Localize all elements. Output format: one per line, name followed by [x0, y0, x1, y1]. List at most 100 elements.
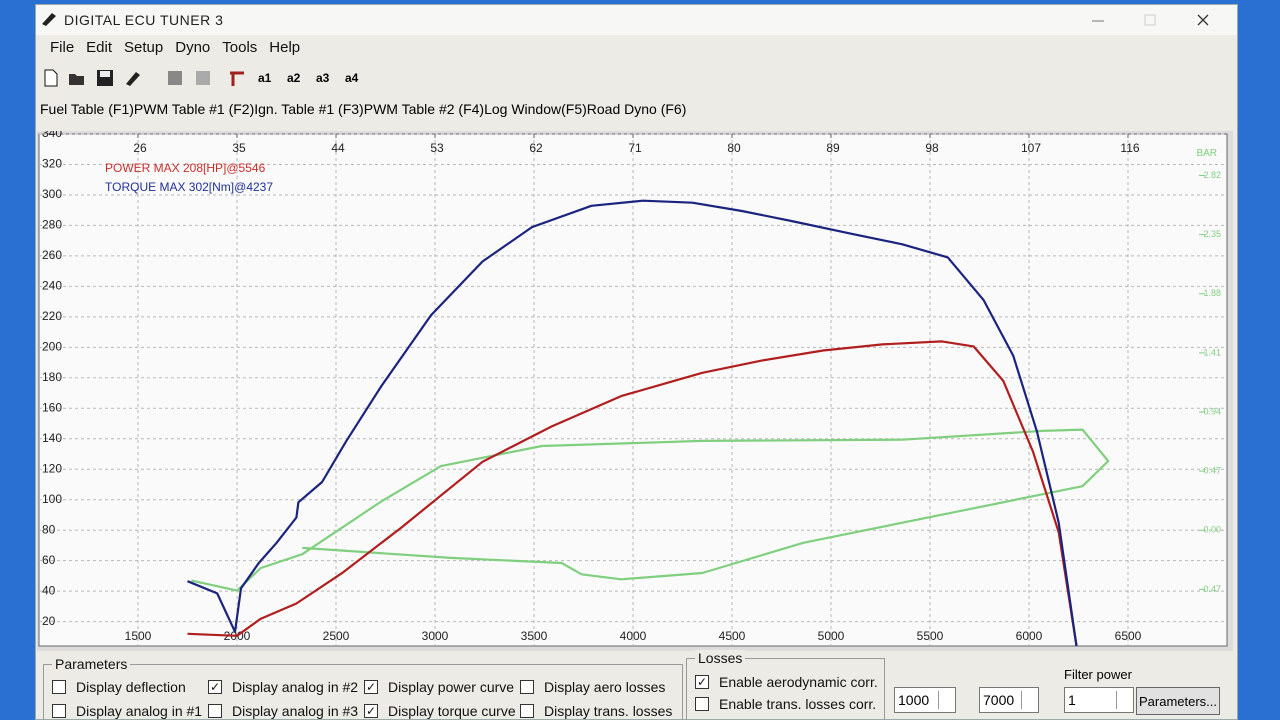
tab[interactable]: Log Window(F5)	[484, 101, 587, 131]
menu-item[interactable]: Edit	[86, 39, 113, 56]
checkbox-option[interactable]: Display deflection	[52, 679, 186, 695]
tab[interactable]: Ign. Table #1 (F3)	[254, 101, 363, 131]
y2-tick-label: 2.82	[1203, 170, 1221, 180]
close-button[interactable]	[1197, 14, 1209, 26]
tab-bar: Fuel Table (F1) PWM Table #1 (F2) Ign. Tab…	[40, 101, 686, 131]
checkbox[interactable]: ✓	[364, 704, 378, 718]
y-tick-label: 280	[42, 218, 62, 232]
y2-tick-label: 0.00	[1203, 525, 1221, 535]
top-tick-label: 98	[925, 141, 939, 155]
x-tick-label: 5000	[818, 629, 845, 643]
rpm-from-input[interactable]: 1000	[894, 687, 956, 713]
checkbox-option[interactable]: ✓ Display analog in #2	[208, 679, 358, 695]
y-tick-label: 20	[42, 614, 56, 628]
checkbox-option[interactable]: Display trans. losses	[520, 703, 672, 719]
top-tick-label: 35	[232, 141, 246, 155]
y-tick-label: 200	[42, 340, 62, 354]
checkbox-option[interactable]: ✓ Enable aerodynamic corr.	[695, 674, 878, 690]
window-title: DIGITAL ECU TUNER 3	[64, 12, 224, 28]
y2-tick-label: 1.41	[1203, 347, 1221, 357]
checkbox[interactable]	[52, 704, 66, 718]
tab-label: Fuel Table (F1)	[40, 101, 134, 117]
dyno-icon[interactable]	[228, 69, 246, 87]
tab-label: Road Dyno (F6)	[586, 101, 687, 117]
tab[interactable]: Fuel Table (F1)	[40, 101, 134, 131]
top-tick-label: 89	[826, 141, 840, 155]
app-window: DIGITAL ECU TUNER 3 File Edit Setup Dyno Too…	[35, 4, 1238, 720]
filter-label: Filter power	[1064, 667, 1132, 682]
top-tick-label: 53	[430, 141, 444, 155]
y-tick-label: 180	[42, 370, 62, 384]
menu-item[interactable]: Tools	[222, 39, 258, 56]
x-tick-label: 3500	[521, 629, 548, 643]
menu-item[interactable]: File	[50, 39, 75, 56]
y2-axis-label: BAR	[1196, 148, 1217, 159]
checkbox-option[interactable]: Display aero losses	[520, 679, 665, 695]
checkbox-label: Display trans. losses	[544, 703, 673, 719]
checkbox[interactable]	[520, 704, 534, 718]
top-tick-label: 116	[1120, 141, 1139, 155]
checkbox[interactable]: ✓	[208, 680, 222, 694]
y-tick-label: 300	[42, 187, 62, 201]
checkbox[interactable]: ✓	[695, 675, 709, 689]
checkbox-label: Display power curve	[388, 679, 515, 695]
tab[interactable]: PWM Table #1 (F2)	[134, 101, 254, 131]
menu-item[interactable]: Help	[269, 39, 301, 56]
tool-icon[interactable]	[166, 69, 184, 87]
tool-icon[interactable]	[194, 69, 212, 87]
menu-item[interactable]: Dyno	[175, 39, 211, 56]
data-line	[187, 340, 1078, 646]
top-tick-label: 71	[628, 141, 642, 155]
y2-tick-label: -0.47	[1200, 584, 1221, 594]
rpm-to-input[interactable]: 7000	[979, 687, 1039, 713]
checkbox[interactable]	[52, 680, 66, 694]
checkbox-label: Display analog in #2	[232, 679, 359, 695]
checkbox-label: Enable trans. losses corr.	[719, 696, 877, 712]
dyno-chart: 20 40 60 80 100 120 140 160 180 200 220 240 260 280 30…	[37, 131, 1233, 651]
checkbox[interactable]	[520, 680, 534, 694]
analog-button[interactable]: a1	[258, 71, 272, 85]
tab-label: Ign. Table #1 (F3)	[254, 101, 364, 117]
checkbox-label: Display aero losses	[544, 679, 666, 695]
analog-button[interactable]: a2	[287, 71, 301, 85]
filter-input[interactable]: 1	[1064, 687, 1134, 713]
edit-icon[interactable]	[124, 69, 142, 87]
checkbox[interactable]: ✓	[364, 680, 378, 694]
checkbox-option[interactable]: Display analog in #3	[208, 703, 358, 719]
y2-tick-label: 1.88	[1203, 288, 1221, 298]
analog-button[interactable]: a3	[316, 71, 330, 85]
y-tick-label: 60	[42, 553, 56, 567]
top-tick-label: 44	[331, 141, 345, 155]
checkbox[interactable]	[695, 697, 709, 711]
checkbox[interactable]	[208, 704, 222, 718]
y-tick-label: 160	[42, 400, 62, 414]
tab[interactable]: PWM Table #2 (F4)	[364, 101, 484, 131]
title-bar: DIGITAL ECU TUNER 3	[36, 5, 1237, 35]
checkbox-label: Display analog in #3	[232, 703, 359, 719]
annotation: POWER MAX 208[HP]@5546	[105, 161, 266, 175]
window-controls	[1092, 14, 1209, 26]
menu-item[interactable]: Setup	[124, 39, 164, 56]
tab[interactable]: Road Dyno (F6)	[587, 101, 687, 131]
checkbox-option[interactable]: Display analog in #1	[52, 703, 202, 719]
save-icon[interactable]	[96, 69, 114, 87]
y-tick-label: 260	[42, 248, 62, 262]
open-icon[interactable]	[68, 69, 86, 87]
analog-button[interactable]: a4	[345, 71, 359, 85]
checkbox-option[interactable]: ✓ Display torque curve	[364, 703, 516, 719]
x-tick-label: 2500	[323, 629, 350, 643]
checkbox-label: Enable aerodynamic corr.	[719, 674, 878, 690]
new-icon[interactable]	[42, 69, 60, 87]
y-tick-label: 100	[42, 492, 62, 506]
x-tick-label: 6500	[1115, 629, 1142, 643]
y-tick-label: 140	[42, 431, 62, 445]
tab-label: Log Window(F5)	[484, 101, 587, 117]
checkbox-option[interactable]: ✓ Display power curve	[364, 679, 514, 695]
x-tick-label: 1500	[125, 629, 152, 643]
plot-area	[38, 133, 1228, 647]
y-tick-label: 320	[42, 157, 62, 171]
maximize-button[interactable]	[1144, 14, 1156, 26]
parameters-button[interactable]: Parameters...	[1136, 687, 1220, 715]
y-tick-label: 340	[42, 131, 62, 140]
checkbox-option[interactable]: Enable trans. losses corr.	[695, 696, 876, 712]
